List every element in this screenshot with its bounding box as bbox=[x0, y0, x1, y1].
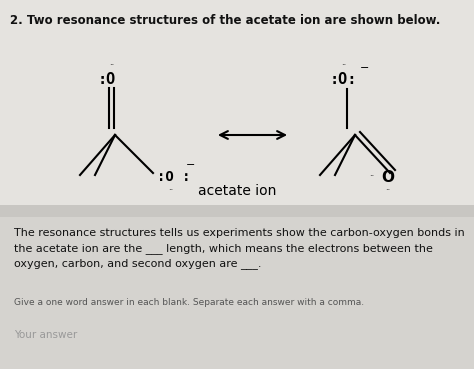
Text: ··: ·· bbox=[109, 62, 115, 70]
Text: The resonance structures tells us experiments show the carbon-oxygen bonds in
th: The resonance structures tells us experi… bbox=[14, 228, 465, 269]
Text: Your answer: Your answer bbox=[14, 330, 77, 340]
Text: ··: ·· bbox=[369, 172, 374, 182]
Text: −: − bbox=[186, 160, 196, 170]
Text: Give a one word answer in each blank. Separate each answer with a comma.: Give a one word answer in each blank. Se… bbox=[14, 298, 364, 307]
Text: 2. Two resonance structures of the acetate ion are shown below.: 2. Two resonance structures of the aceta… bbox=[10, 14, 440, 27]
Text: ··: ·· bbox=[168, 186, 173, 196]
Text: :O :: :O : bbox=[157, 170, 191, 184]
Bar bbox=[0, 217, 474, 369]
Text: ··: ·· bbox=[341, 62, 346, 70]
Text: :O: :O bbox=[98, 72, 116, 87]
Text: acetate ion: acetate ion bbox=[198, 184, 276, 198]
Text: ··: ·· bbox=[385, 186, 391, 196]
Text: O: O bbox=[382, 169, 394, 184]
Bar bbox=[0, 0, 474, 205]
Text: −: − bbox=[360, 63, 370, 73]
Bar bbox=[0, 205, 474, 217]
Text: :O:: :O: bbox=[330, 72, 357, 87]
